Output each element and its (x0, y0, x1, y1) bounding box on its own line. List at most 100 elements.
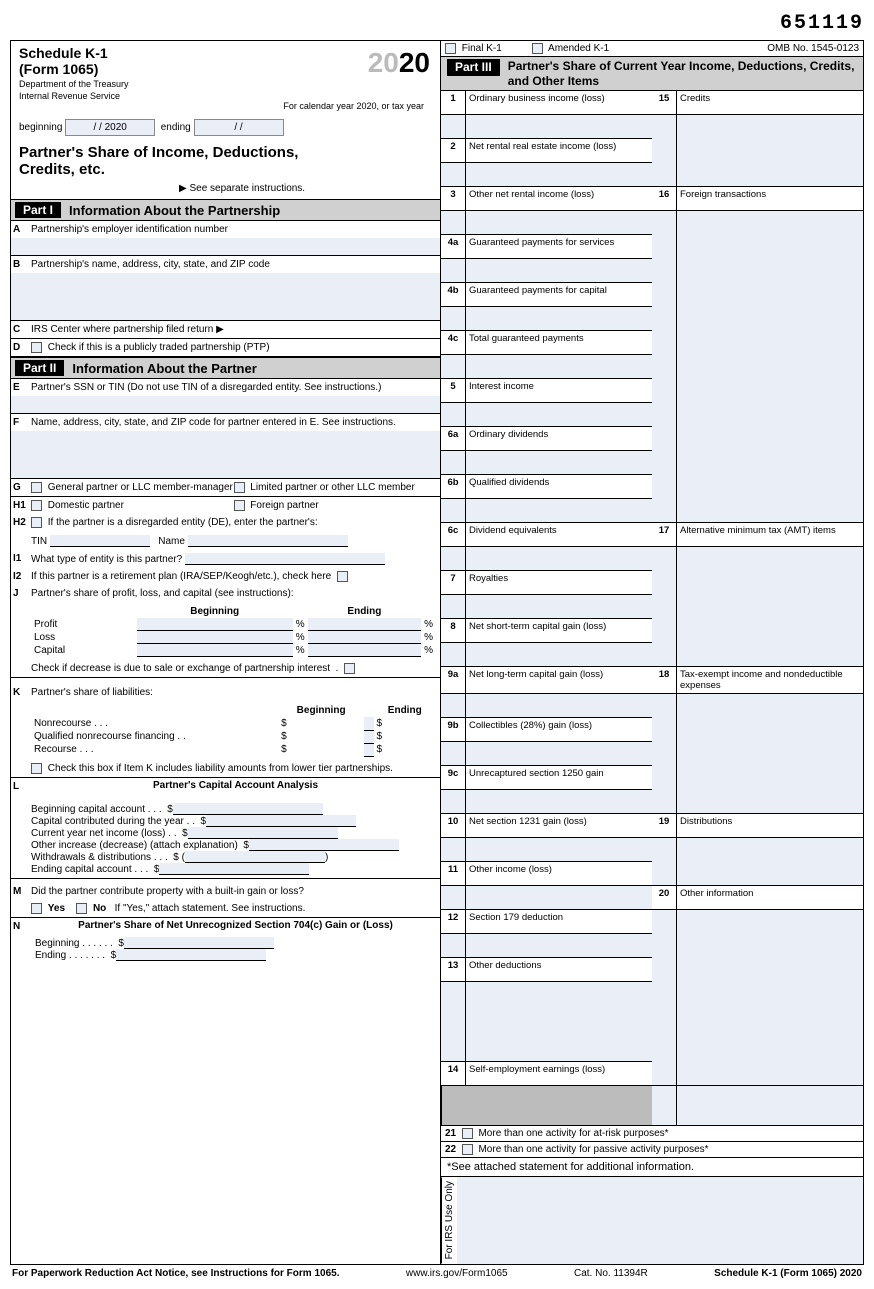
line-A-input[interactable] (11, 238, 440, 256)
loss-beg-input[interactable] (137, 631, 293, 644)
L-netinc-input[interactable] (188, 827, 338, 839)
line-4a-label: Guaranteed payments for services (465, 235, 652, 259)
line-1-input[interactable] (465, 115, 652, 139)
M-yes-checkbox[interactable] (31, 903, 42, 914)
part3-badge: Part III (447, 59, 500, 75)
L-other-input[interactable] (249, 839, 399, 851)
section-N: Beginning . . . . . . $ Ending . . . . .… (11, 935, 440, 965)
line-6c-input[interactable] (465, 547, 652, 571)
line-16-input[interactable] (676, 211, 863, 523)
line-N-title: Partner's Share of Net Unrecognized Sect… (31, 918, 440, 935)
irs-use-only-area (457, 1177, 863, 1263)
line-11-label: Other income (loss) (465, 862, 652, 886)
line-K-label: Partner's share of liabilities: (31, 684, 440, 701)
line-20-input[interactable] (676, 910, 863, 1086)
capital-end-input[interactable] (308, 644, 421, 657)
line-B-input[interactable] (11, 273, 440, 321)
amended-k1-checkbox[interactable] (532, 43, 543, 54)
retirement-plan-checkbox[interactable] (337, 571, 348, 582)
line-3-input[interactable] (465, 211, 652, 235)
line-13-input[interactable] (465, 982, 652, 1062)
N-end-input[interactable] (116, 949, 266, 961)
attached-statement-note: *See attached statement for additional i… (441, 1158, 863, 1177)
line-2-input[interactable] (465, 163, 652, 187)
line-16-label: Foreign transactions (676, 187, 863, 211)
foreign-partner-checkbox[interactable] (234, 500, 245, 511)
line-9a-input[interactable] (465, 694, 652, 718)
de-name-input[interactable] (188, 535, 348, 547)
decrease-checkbox[interactable] (344, 663, 355, 674)
ptp-checkbox[interactable] (31, 342, 42, 353)
calendar-year-line: For calendar year 2020, or tax year (19, 101, 432, 111)
tin-input[interactable] (50, 535, 150, 547)
line-6b-input[interactable] (465, 499, 652, 523)
part2-badge: Part II (15, 360, 64, 376)
line-10-label: Net section 1231 gain (loss) (465, 814, 652, 838)
line-A-label: Partnership's employer identification nu… (31, 221, 440, 238)
beginning-date-input[interactable]: / / 2020 (65, 119, 155, 136)
line-18-input[interactable] (676, 694, 863, 814)
L-contrib-input[interactable] (206, 815, 356, 827)
form-container: Schedule K-1 (Form 1065) Department of t… (10, 40, 864, 1265)
limited-partner-checkbox[interactable] (234, 482, 245, 493)
tax-year: 2020 (368, 47, 430, 79)
line-11-input[interactable] (465, 886, 652, 910)
line-5-label: Interest income (465, 379, 652, 403)
line-22-checkbox[interactable] (462, 1144, 473, 1155)
L-end-input[interactable] (159, 863, 309, 875)
line-9b-label: Collectibles (28%) gain (loss) (465, 718, 652, 742)
line-F-input[interactable] (11, 431, 440, 479)
nr-beg-input[interactable] (364, 717, 373, 730)
line-12-input[interactable] (465, 934, 652, 958)
L-wd-input[interactable] (185, 851, 325, 863)
line-7-input[interactable] (465, 595, 652, 619)
line-4b-input[interactable] (465, 307, 652, 331)
line-H2-fields: TIN Name (31, 532, 440, 550)
line-J-check: Check if decrease is due to sale or exch… (31, 660, 440, 677)
line-6a-input[interactable] (465, 451, 652, 475)
final-k1-checkbox[interactable] (445, 43, 456, 54)
N-beg-input[interactable] (124, 937, 274, 949)
line-19-input[interactable] (676, 838, 863, 886)
general-partner-checkbox[interactable] (31, 482, 42, 493)
final-amended-row: Final K-1 Amended K-1 OMB No. 1545-0123 (441, 41, 863, 57)
line-5-input[interactable] (465, 403, 652, 427)
line-15-input[interactable] (676, 115, 863, 187)
profit-end-input[interactable] (308, 618, 421, 631)
page-footer: For Paperwork Reduction Act Notice, see … (10, 1265, 864, 1279)
rec-beg-input[interactable] (364, 743, 373, 756)
line-4a-input[interactable] (465, 259, 652, 283)
de-checkbox[interactable] (31, 517, 42, 528)
line-1-label: Ordinary business income (loss) (465, 91, 652, 115)
line-20-label: Other information (676, 886, 863, 910)
line-19-label: Distributions (676, 814, 863, 838)
line-10-input[interactable] (465, 838, 652, 862)
L-beg-input[interactable] (173, 803, 323, 815)
profit-beg-input[interactable] (137, 618, 293, 631)
part2-header: Part II Information About the Partner (11, 357, 440, 379)
line-9c-input[interactable] (465, 790, 652, 814)
capital-beg-input[interactable] (137, 644, 293, 657)
line-9c-label: Unrecaptured section 1250 gain (465, 766, 652, 790)
ending-date-input[interactable]: / / (194, 119, 284, 136)
line-4c-input[interactable] (465, 355, 652, 379)
line-9b-input[interactable] (465, 742, 652, 766)
qnr-beg-input[interactable] (364, 730, 373, 743)
line-12-label: Section 179 deduction (465, 910, 652, 934)
line-17-input[interactable] (676, 547, 863, 667)
entity-type-input[interactable] (185, 553, 385, 565)
line-8-input[interactable] (465, 643, 652, 667)
line-9a-label: Net long-term capital gain (loss) (465, 667, 652, 694)
lower-tier-checkbox[interactable] (31, 763, 42, 774)
line-L-title: Partner's Capital Account Analysis (31, 778, 440, 795)
part1-header: Part I Information About the Partnership (11, 199, 440, 221)
domestic-partner-checkbox[interactable] (31, 500, 42, 511)
line-E-input[interactable] (11, 396, 440, 414)
omb-number: OMB No. 1545-0123 (767, 43, 859, 54)
loss-end-input[interactable] (308, 631, 421, 644)
line-6a-label: Ordinary dividends (465, 427, 652, 451)
line-D: Check if this is a publicly traded partn… (31, 339, 440, 356)
M-no-checkbox[interactable] (76, 903, 87, 914)
line-21-checkbox[interactable] (462, 1128, 473, 1139)
line-14-input[interactable] (676, 1086, 863, 1126)
